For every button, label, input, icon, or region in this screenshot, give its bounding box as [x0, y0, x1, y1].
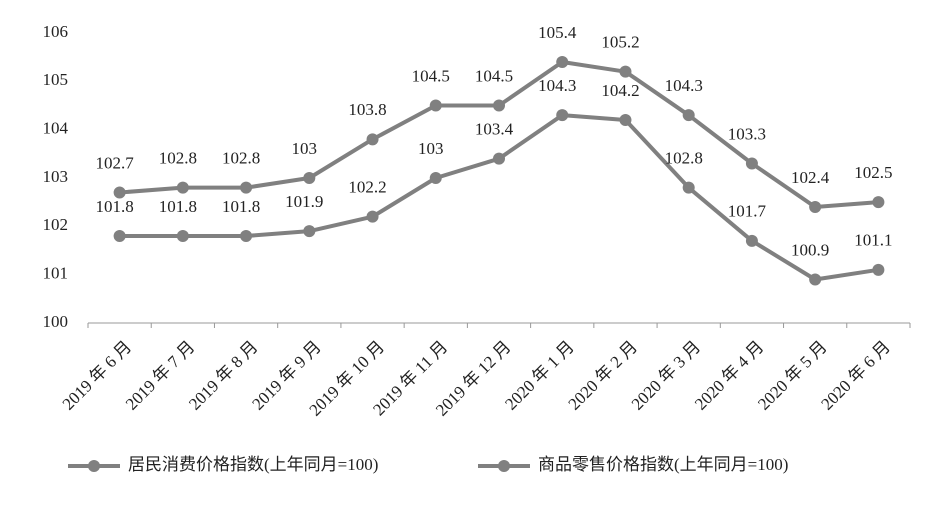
- data-label: 105.4: [538, 23, 577, 42]
- data-label: 102.7: [95, 153, 134, 172]
- data-point: [872, 196, 885, 209]
- data-point: [493, 152, 505, 165]
- data-point: [429, 99, 442, 112]
- data-label: 104.5: [475, 66, 513, 85]
- data-label: 104.3: [665, 76, 703, 95]
- data-point: [113, 186, 126, 199]
- data-label: 101.7: [728, 202, 767, 221]
- legend-label: 商品零售价格指数(上年同月=100): [538, 455, 788, 474]
- legend-label: 居民消费价格指数(上年同月=100): [128, 455, 378, 474]
- y-tick-label: 103: [43, 167, 69, 186]
- data-point: [113, 230, 126, 242]
- data-label: 102.5: [854, 163, 892, 182]
- y-tick-label: 106: [43, 22, 69, 41]
- data-label: 102.2: [348, 178, 386, 197]
- data-point: [240, 230, 253, 242]
- data-point: [745, 234, 758, 247]
- data-label: 103.3: [728, 124, 766, 143]
- data-point: [809, 273, 822, 286]
- data-point: [872, 263, 885, 276]
- data-point: [809, 201, 822, 213]
- data-point: [556, 56, 569, 68]
- data-label: 101.8: [222, 197, 260, 216]
- data-label: 104.3: [538, 76, 576, 95]
- data-label: 103.8: [348, 100, 386, 119]
- data-label: 103.4: [475, 120, 514, 139]
- data-label: 102.4: [791, 168, 830, 187]
- y-tick-label: 100: [43, 312, 69, 331]
- data-label: 101.1: [854, 231, 892, 250]
- data-label: 104.5: [412, 66, 450, 85]
- legend-swatch: [88, 460, 100, 472]
- data-point: [682, 109, 695, 122]
- data-point: [493, 99, 505, 112]
- data-point: [682, 181, 695, 194]
- data-label: 103: [292, 139, 318, 158]
- data-label: 102.8: [159, 149, 197, 168]
- data-label: 101.8: [159, 197, 197, 216]
- data-point: [429, 172, 442, 184]
- y-tick-label: 101: [43, 264, 69, 283]
- data-label: 100.9: [791, 240, 829, 259]
- y-tick-label: 102: [43, 215, 69, 234]
- data-label: 105.2: [601, 33, 639, 52]
- legend-swatch: [498, 460, 510, 472]
- data-label: 102.8: [665, 149, 703, 168]
- data-label: 101.8: [95, 197, 133, 216]
- data-point: [366, 210, 379, 223]
- data-point: [556, 109, 569, 122]
- y-tick-label: 105: [43, 70, 69, 89]
- data-point: [745, 157, 758, 170]
- data-point: [240, 181, 253, 194]
- data-label: 102.8: [222, 149, 260, 168]
- data-label: 103: [418, 139, 444, 158]
- data-label: 101.9: [285, 192, 323, 211]
- y-tick-label: 104: [43, 119, 69, 138]
- data-point: [303, 172, 316, 184]
- data-point: [619, 65, 632, 78]
- data-point: [619, 114, 632, 126]
- data-point: [176, 181, 189, 194]
- data-point: [303, 225, 316, 238]
- data-point: [366, 133, 379, 146]
- data-point: [176, 230, 189, 242]
- data-label: 104.2: [601, 81, 639, 100]
- x-tick-label: 2020 年 6 月: [817, 337, 894, 414]
